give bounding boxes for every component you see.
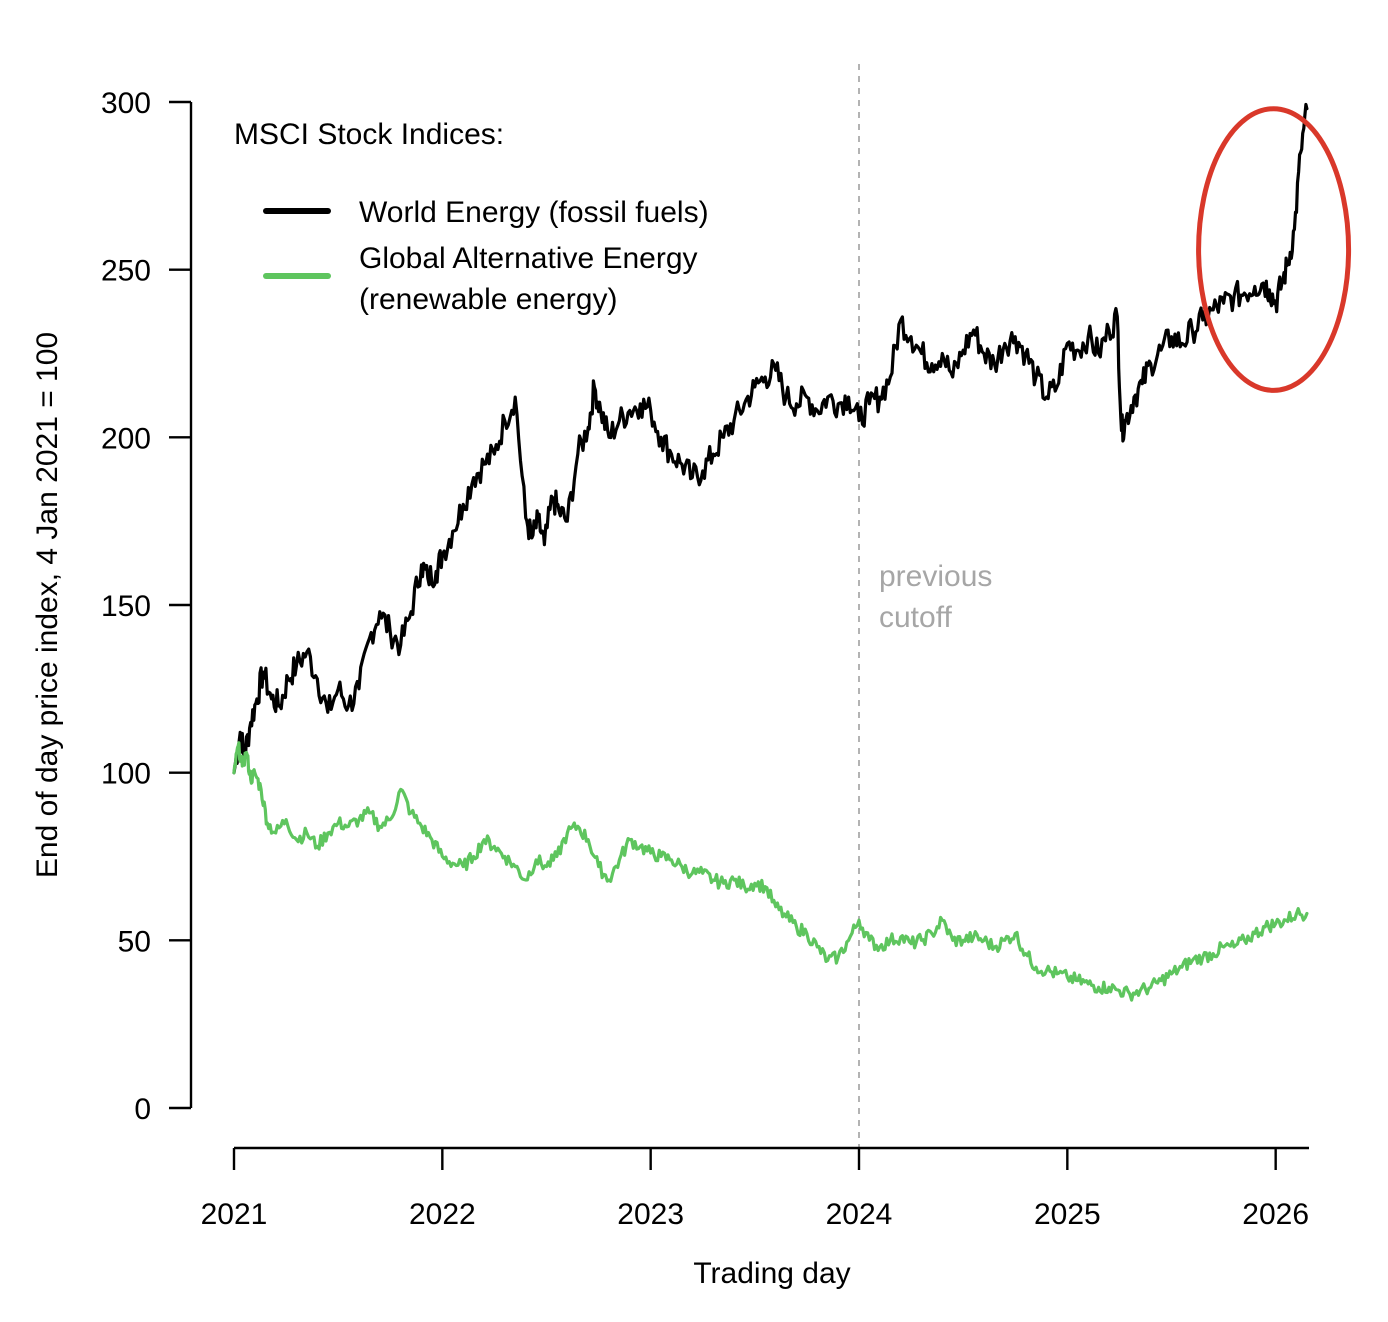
y-axis-ticks: 0 50 100 150 200 250 300 (101, 87, 191, 1126)
y-axis-title: End of day price index, 4 Jan 2021 = 100 (31, 332, 64, 878)
x-axis-title: Trading day (693, 1257, 850, 1290)
y-tick-label: 100 (101, 758, 151, 791)
x-tick-label: 2022 (409, 1198, 476, 1231)
x-tick-label: 2021 (201, 1198, 268, 1231)
y-tick-label: 0 (134, 1093, 151, 1126)
y-tick-label: 200 (101, 422, 151, 455)
x-axis-ticks: 2021 2022 2023 2024 2025 2026 (201, 1148, 1309, 1231)
previous-cutoff-label: previous (879, 560, 992, 593)
y-tick-label: 300 (101, 87, 151, 120)
x-tick-label: 2025 (1034, 1198, 1101, 1231)
series-alternative-energy-line (232, 741, 1309, 1002)
x-tick-label: 2023 (617, 1198, 684, 1231)
x-tick-label: 2024 (826, 1198, 893, 1231)
legend-label-world-energy: World Energy (fossil fuels) (359, 196, 709, 229)
series-group (232, 102, 1309, 1002)
y-tick-label: 250 (101, 255, 151, 288)
y-tick-label: 150 (101, 590, 151, 623)
legend: MSCI Stock Indices: World Energy (fossil… (234, 118, 709, 316)
legend-label-alternative-energy: Global Alternative Energy (359, 242, 698, 275)
legend-heading: MSCI Stock Indices: (234, 118, 504, 151)
series-world-energy-line (232, 102, 1309, 775)
y-tick-label: 50 (118, 925, 151, 958)
x-tick-label: 2026 (1242, 1198, 1309, 1231)
previous-cutoff-label: cutoff (879, 601, 952, 634)
highlight-ellipse (1196, 106, 1352, 393)
legend-label-alternative-energy-sub: (renewable energy) (359, 283, 617, 316)
